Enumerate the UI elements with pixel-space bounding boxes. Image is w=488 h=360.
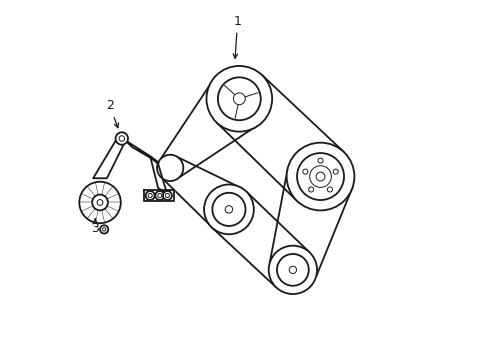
Circle shape (309, 166, 331, 188)
Circle shape (289, 266, 296, 274)
Circle shape (326, 187, 332, 192)
Circle shape (268, 246, 316, 294)
Circle shape (276, 254, 308, 286)
Circle shape (165, 193, 169, 198)
Circle shape (302, 169, 307, 174)
Circle shape (145, 191, 154, 200)
Circle shape (286, 143, 354, 210)
Polygon shape (144, 190, 173, 201)
Circle shape (203, 184, 253, 234)
Circle shape (233, 93, 244, 105)
Circle shape (102, 228, 106, 231)
Text: 3: 3 (91, 219, 99, 235)
Polygon shape (150, 158, 167, 194)
Circle shape (212, 193, 245, 226)
Circle shape (308, 187, 313, 192)
Circle shape (115, 132, 128, 145)
Text: 2: 2 (105, 99, 118, 128)
Circle shape (148, 193, 152, 198)
Circle shape (79, 182, 121, 223)
Polygon shape (93, 139, 126, 178)
Circle shape (100, 225, 108, 234)
Polygon shape (125, 140, 159, 163)
Circle shape (157, 155, 183, 181)
Circle shape (225, 206, 232, 213)
Circle shape (332, 169, 338, 174)
Text: 1: 1 (233, 14, 241, 58)
Circle shape (163, 191, 172, 200)
Circle shape (218, 77, 260, 120)
Circle shape (119, 136, 124, 141)
Circle shape (317, 158, 323, 163)
Circle shape (92, 195, 108, 210)
Circle shape (296, 153, 344, 200)
Circle shape (155, 191, 164, 200)
Circle shape (206, 66, 272, 132)
Circle shape (158, 193, 162, 198)
Circle shape (315, 172, 324, 181)
Circle shape (97, 199, 103, 205)
